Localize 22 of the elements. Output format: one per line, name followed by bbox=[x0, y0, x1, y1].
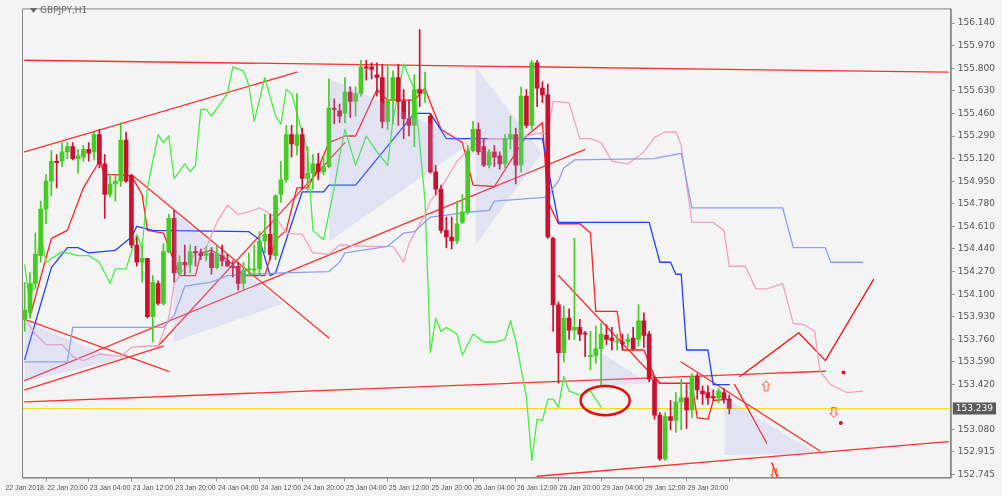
y-tick-label: 153.080 bbox=[957, 424, 996, 435]
y-tick-label: 153.930 bbox=[957, 311, 996, 322]
y-tick-label: 154.270 bbox=[957, 265, 996, 276]
y-tick-label: 152.915 bbox=[957, 446, 995, 457]
chart-title: GBPJPY,H1 bbox=[40, 5, 88, 15]
y-tick-label: 155.120 bbox=[957, 152, 996, 163]
y-tick-label: 155.800 bbox=[957, 62, 996, 73]
y-tick-label: 155.290 bbox=[957, 130, 996, 141]
y-tick-label: 155.630 bbox=[957, 85, 996, 96]
y-tick-label: 154.950 bbox=[957, 175, 996, 186]
y-tick-label: 154.100 bbox=[957, 288, 996, 299]
y-tick-label: 154.780 bbox=[957, 198, 996, 209]
ref-line-label: 153.239 bbox=[955, 402, 994, 413]
y-tick-label: 155.970 bbox=[957, 39, 996, 50]
y-tick-label: 156.140 bbox=[957, 17, 996, 28]
y-tick-label: 152.745 bbox=[957, 468, 995, 479]
y-tick-label: 155.460 bbox=[957, 107, 996, 118]
y-tick-label: 153.590 bbox=[957, 356, 996, 367]
y-tick-label: 153.420 bbox=[957, 378, 996, 389]
y-tick-label: 154.440 bbox=[957, 243, 996, 254]
y-tick-label: 153.760 bbox=[957, 333, 996, 344]
y-tick-label: 154.610 bbox=[957, 220, 996, 231]
